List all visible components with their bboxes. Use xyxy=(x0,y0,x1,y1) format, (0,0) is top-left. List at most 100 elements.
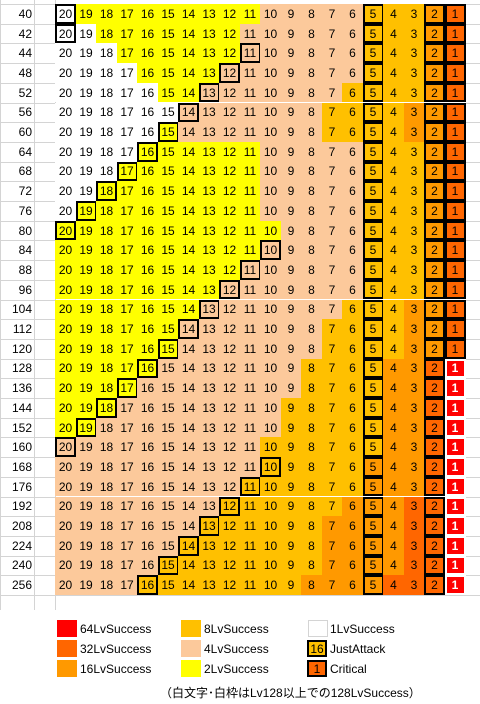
table-cell: 14 xyxy=(178,260,199,280)
table-cell: 4 xyxy=(383,319,404,339)
table-cell: 13 xyxy=(198,279,220,300)
table-cell: 20 xyxy=(55,63,76,83)
row-label: 256 xyxy=(11,578,32,593)
table-cell: 18 xyxy=(96,161,117,182)
table-cell: 3 xyxy=(403,575,425,595)
table-cell: 12 xyxy=(219,358,240,379)
table-cell: 20 xyxy=(55,260,76,280)
table-cell: 1 xyxy=(444,299,466,320)
table-cell: 18 xyxy=(96,417,117,438)
table-cell: 20 xyxy=(55,4,76,24)
table-cell: 18 xyxy=(96,102,117,123)
table-cell: 19 xyxy=(75,457,97,477)
table-cell: 14 xyxy=(178,82,199,103)
table-cell: 16 xyxy=(137,417,158,438)
row-label: 192 xyxy=(11,499,32,514)
table-cell: 1 xyxy=(444,535,466,556)
table-cell: 2 xyxy=(424,43,445,64)
table-cell: 20 xyxy=(55,476,76,497)
table-cell: 7 xyxy=(321,161,343,182)
table-cell: 16 xyxy=(137,398,158,418)
table-cell: 2 xyxy=(424,279,445,300)
table-cell: 16 xyxy=(137,4,158,24)
table-cell: 20 xyxy=(55,417,76,438)
table-cell: 3 xyxy=(403,319,425,339)
row-label: 72 xyxy=(18,184,32,199)
table-cell: 7 xyxy=(321,240,343,261)
table-cell: 17 xyxy=(116,299,138,320)
table-cell: 8 xyxy=(301,417,322,438)
table-cell: 9 xyxy=(280,496,302,517)
table-cell: 19 xyxy=(75,102,97,123)
table-cell: 20 xyxy=(55,575,76,595)
table-cell: 15 xyxy=(157,122,179,142)
table-cell: 8 xyxy=(301,181,322,201)
table-cell: 16 xyxy=(137,181,158,201)
table-cell: 14 xyxy=(178,398,199,418)
table-cell: 19 xyxy=(75,437,97,458)
table-cell: 2 xyxy=(424,141,445,162)
table-cell: 6 xyxy=(342,102,363,123)
table-cell: 1 xyxy=(444,378,466,398)
table-cell: 8 xyxy=(301,575,322,595)
table-cell: 13 xyxy=(198,319,220,339)
table-cell: 15 xyxy=(157,555,179,576)
table-cell: 17 xyxy=(116,23,138,44)
table-cell: 20 xyxy=(55,358,76,379)
table-cell: 5 xyxy=(362,63,384,83)
table-cell: 10 xyxy=(260,575,281,595)
table-cell: 6 xyxy=(342,398,363,418)
row-label: 160 xyxy=(11,440,32,455)
row-label: 176 xyxy=(11,479,32,494)
legend-label-1: 1LvSuccess xyxy=(330,622,395,636)
table-cell: 17 xyxy=(116,122,138,142)
table-cell: 14 xyxy=(178,102,199,123)
table-cell: 3 xyxy=(403,378,425,398)
table-cell: 13 xyxy=(198,575,220,595)
table-cell: 13 xyxy=(198,63,220,83)
table-cell: 3 xyxy=(403,4,425,24)
table-cell: 6 xyxy=(342,201,363,221)
table-cell: 11 xyxy=(239,240,261,261)
table-cell: 13 xyxy=(198,141,220,162)
table-cell: 7 xyxy=(321,398,343,418)
table-cell: 2 xyxy=(424,516,445,536)
table-cell: 7 xyxy=(321,457,343,477)
row-label: 144 xyxy=(11,400,32,415)
table-cell: 19 xyxy=(75,338,97,359)
table-cell: 20 xyxy=(55,201,76,221)
table-cell: 2 xyxy=(424,575,445,595)
table-cell: 20 xyxy=(55,299,76,320)
table-cell: 12 xyxy=(219,575,240,595)
table-cell: 16 xyxy=(137,437,158,458)
table-cell: 4 xyxy=(383,63,404,83)
table-cell: 16 xyxy=(137,535,158,556)
table-cell: 8 xyxy=(301,496,322,517)
table-cell: 16 xyxy=(137,516,158,536)
table-cell: 15 xyxy=(157,43,179,64)
table-cell: 8 xyxy=(301,358,322,379)
table-cell: 7 xyxy=(321,358,343,379)
table-cell: 15 xyxy=(157,240,179,261)
legend-label-justattack: JustAttack xyxy=(330,642,386,656)
table-cell: 2 xyxy=(424,201,445,221)
table-cell: 13 xyxy=(198,358,220,379)
table-cell: 20 xyxy=(55,457,76,477)
table-cell: 5 xyxy=(362,457,384,477)
table-cell: 4 xyxy=(383,181,404,201)
table-cell: 14 xyxy=(178,516,199,536)
legend-label-64: 64LvSuccess xyxy=(80,622,152,636)
table-cell: 7 xyxy=(321,555,343,576)
row-label: 42 xyxy=(18,26,32,41)
table-cell: 15 xyxy=(157,575,179,595)
table-cell: 1 xyxy=(444,141,466,162)
row-label: 96 xyxy=(18,282,32,297)
table-cell: 13 xyxy=(198,220,220,241)
table-cell: 2 xyxy=(424,417,445,438)
table-cell: 4 xyxy=(383,398,404,418)
table-cell: 16 xyxy=(137,260,158,280)
row-label: 44 xyxy=(18,46,32,61)
table-cell: 1 xyxy=(444,63,466,83)
row-label: 80 xyxy=(18,223,32,238)
table-cell: 17 xyxy=(116,575,138,595)
